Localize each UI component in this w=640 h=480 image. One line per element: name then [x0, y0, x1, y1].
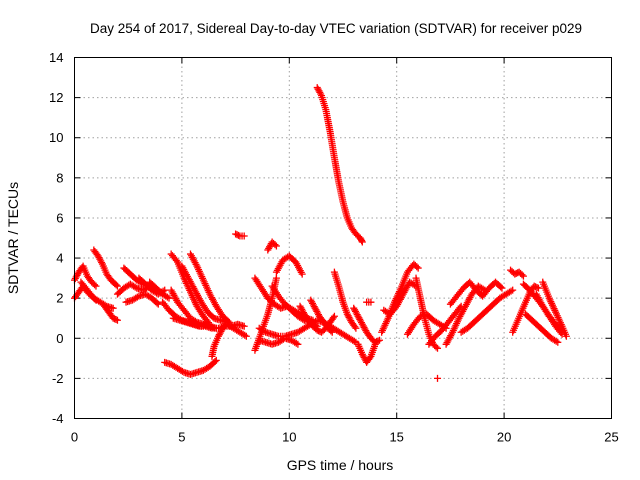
- data-point-marker: [350, 337, 358, 345]
- y-tick-label: 12: [49, 90, 63, 105]
- data-point-marker: [367, 298, 375, 306]
- data-point-marker: [434, 374, 442, 382]
- data-point-marker: [562, 332, 570, 340]
- x-tick-label: 10: [282, 430, 296, 445]
- data-point-marker: [534, 284, 542, 292]
- data-point-marker: [497, 283, 505, 291]
- y-tick-label: -4: [52, 411, 64, 426]
- data-point-marker: [554, 338, 562, 346]
- y-tick-label: -2: [52, 371, 64, 386]
- data-point-marker: [91, 281, 99, 289]
- data-point-marker: [414, 264, 422, 272]
- data-point-marker: [352, 324, 360, 332]
- data-point-marker: [327, 327, 335, 335]
- data-point-marker: [298, 270, 306, 278]
- data-point-marker: [240, 322, 248, 330]
- data-point-marker: [374, 337, 382, 345]
- data-point-marker: [317, 90, 325, 98]
- y-axis-label: SDTVAR / TECUs: [5, 182, 21, 294]
- data-point-marker: [533, 283, 541, 291]
- data-point-marker: [112, 316, 120, 324]
- x-tick-label: 0: [71, 430, 78, 445]
- data-point-marker: [519, 272, 527, 280]
- data-point-marker: [172, 256, 180, 264]
- data-point-marker: [272, 274, 280, 282]
- data-point-marker: [92, 282, 100, 290]
- data-point-marker: [211, 358, 219, 366]
- y-tick-label: 0: [56, 331, 63, 346]
- data-point-marker: [358, 238, 366, 246]
- y-tick-labels: -4 -2 0 2 4 6 8 10 12 14: [49, 50, 63, 426]
- data-point-marker: [205, 319, 213, 327]
- data-point-marker: [509, 286, 517, 294]
- data-point-marker: [329, 314, 337, 322]
- data-point-marker: [240, 232, 248, 240]
- data-point-marker: [294, 340, 302, 348]
- data-point-marker: [330, 312, 338, 320]
- data-point-marker: [498, 284, 506, 292]
- y-tick-label: 8: [56, 170, 63, 185]
- data-point-marker: [178, 367, 186, 375]
- data-point-marker: [351, 323, 359, 331]
- data-point-marker: [165, 294, 173, 302]
- data-point-marker: [224, 317, 232, 325]
- data-point-marker: [271, 241, 279, 249]
- data-point-marker: [272, 242, 280, 250]
- x-tick-label: 20: [497, 430, 511, 445]
- y-tick-label: 14: [49, 50, 63, 65]
- chart-title: Day 254 of 2017, Sidereal Day-to-day VTE…: [90, 21, 582, 36]
- data-point-marker: [434, 344, 442, 352]
- data-point-marker: [109, 304, 117, 312]
- data-point-marker: [133, 293, 141, 301]
- y-tick-label: 2: [56, 291, 63, 306]
- data-point-marker: [212, 356, 220, 364]
- x-tick-label: 15: [389, 430, 403, 445]
- x-tick-label: 25: [604, 430, 618, 445]
- data-point-marker: [558, 330, 566, 338]
- data-point-marker: [163, 293, 171, 301]
- x-axis-label: GPS time / hours: [287, 457, 394, 473]
- data-point-marker: [358, 237, 366, 245]
- y-tick-label: 10: [49, 130, 63, 145]
- data-point-marker: [98, 258, 106, 266]
- axis-ticks: [74, 57, 612, 419]
- data-point-marker: [518, 271, 526, 279]
- data-point-marker: [366, 354, 374, 362]
- data-point-marker: [552, 337, 560, 345]
- data-point-marker: [206, 320, 214, 328]
- x-tick-labels: 0 5 10 15 20 25: [71, 430, 619, 445]
- data-point-marker: [432, 343, 440, 351]
- plot-frame: [74, 57, 612, 419]
- data-point-marker: [241, 331, 249, 339]
- data-point-marker: [234, 231, 242, 239]
- grid-lines: [74, 57, 612, 419]
- y-tick-label: 6: [56, 210, 63, 225]
- data-point-marker: [507, 287, 515, 295]
- y-tick-label: 4: [56, 251, 63, 266]
- data-point-marker: [113, 282, 121, 290]
- data-point-marker: [413, 263, 421, 271]
- data-point-marker: [557, 329, 565, 337]
- data-points: [71, 84, 570, 382]
- data-point-marker: [328, 328, 336, 336]
- data-point-marker: [242, 332, 250, 340]
- data-point-marker: [112, 281, 120, 289]
- data-point-marker: [260, 327, 268, 335]
- data-point-marker: [153, 299, 161, 307]
- data-point-marker: [292, 339, 300, 347]
- data-point-marker: [113, 316, 121, 324]
- x-tick-label: 5: [178, 430, 185, 445]
- data-point-marker: [131, 283, 139, 291]
- data-point-marker: [376, 336, 384, 344]
